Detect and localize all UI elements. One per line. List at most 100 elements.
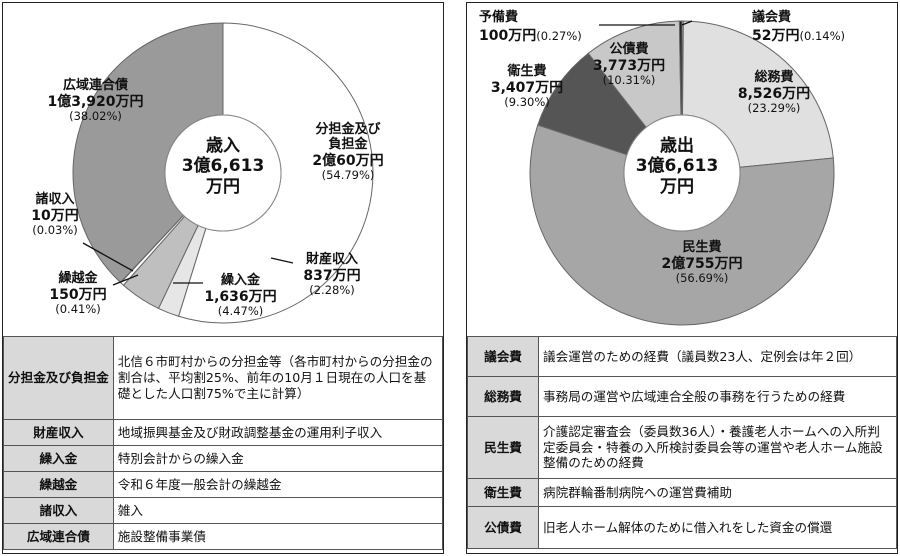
table-row: 繰入金 特別会計からの繰入金	[3, 445, 444, 472]
row-desc: 北信６市町村からの分担金等（各市町村からの分担金の割合は、平均割25%、前年の1…	[112, 336, 444, 420]
row-desc: 介護認定審査会（委員数36人）・養護老人ホームへの入所判定委員会・特養の入所検討…	[538, 416, 897, 479]
label-zaisan: 財産収入 837万円 (2.28%)	[292, 252, 372, 298]
revenue-donut-hole	[164, 114, 282, 232]
label-shoshu-name: 諸収入	[35, 192, 75, 207]
label-buntan-value: 2億60万円	[312, 152, 384, 169]
row-key: 議会費	[467, 336, 539, 377]
label-rengo: 広域連合債 1億3,920万円 (38.02%)	[43, 78, 148, 124]
table-row: 民生費 介護認定審査会（委員数36人）・養護老人ホームへの入所判定委員会・特養の入…	[467, 416, 897, 479]
row-desc: 雑入	[112, 497, 444, 524]
label-yobi-percent: (0.27%)	[536, 28, 582, 43]
revenue-pie-svg	[72, 22, 374, 324]
label-buntan: 分担金及び 負担金 2億60万円 (54.79%)	[293, 122, 403, 182]
table-row: 財産収入 地域振興基金及び財政調整基金の運用利子収入	[3, 419, 444, 446]
label-kosai: 公債費 3,773万円 (10.31%)	[589, 42, 669, 88]
label-somu-value: 8,526万円	[737, 85, 811, 102]
row-key: 公債費	[467, 506, 539, 549]
row-key: 繰越金	[3, 471, 114, 498]
row-key: 諸収入	[3, 497, 114, 524]
label-kurire-percent: (4.47%)	[217, 304, 264, 319]
row-key: 分担金及び負担金	[3, 336, 114, 420]
table-row: 分担金及び負担金 北信６市町村からの分担金等（各市町村からの分担金の割合は、平均割…	[3, 336, 444, 420]
label-kosai-value: 3,773万円	[592, 57, 666, 74]
revenue-center-title: 歳入	[206, 136, 240, 156]
label-kurikoshi: 繰越金 150万円 (0.41%)	[43, 271, 113, 317]
revenue-center-unit: 万円	[206, 176, 240, 197]
row-key: 繰入金	[3, 445, 114, 472]
table-row: 諸収入 雑入	[3, 497, 444, 524]
label-yobi-name: 予備費	[479, 10, 519, 25]
row-desc: 特別会計からの繰入金	[112, 445, 444, 472]
leader-gikai	[681, 20, 693, 26]
label-buntan-percent: (54.79%)	[321, 167, 375, 182]
revenue-center-total: 3億6,613	[181, 156, 265, 177]
label-shoshu: 諸収入 10万円 (0.03%)	[25, 192, 85, 238]
label-eisei-percent: (9.30%)	[504, 95, 550, 110]
table-row: 総務費 事務局の運営や広域連合全般の事務を行うための経費	[467, 376, 897, 417]
row-desc: 議会運営のための経費（議員数23人、定例会は年２回）	[538, 336, 897, 377]
row-key: 総務費	[467, 376, 539, 417]
label-minsei: 民生費 2億755万円 (56.69%)	[647, 240, 757, 286]
label-zaisan-percent: (2.28%)	[309, 283, 355, 298]
row-key: 民生費	[467, 416, 539, 479]
label-gikai-value: 52万円	[752, 27, 800, 44]
label-rengo-name: 広域連合債	[62, 78, 128, 93]
expenditure-pie-svg	[529, 20, 835, 326]
label-kurire: 繰入金 1,636万円 (4.47%)	[198, 273, 283, 319]
label-rengo-value: 1億3,920万円	[47, 93, 144, 110]
label-kosai-percent: (10.31%)	[602, 73, 656, 88]
label-eisei-value: 3,407万円	[490, 79, 564, 96]
label-yobi-value: 100万円	[479, 27, 537, 44]
label-minsei-name: 民生費	[682, 240, 722, 255]
label-yobi: 予備費 100万円(0.27%)	[479, 10, 599, 44]
label-zaisan-name: 財産収入	[305, 252, 358, 267]
table-row: 繰越金 令和６年度一般会計の繰越金	[3, 471, 444, 498]
row-desc: 病院群輪番制病院への運営費補助	[538, 478, 897, 507]
label-kurikoshi-value: 150万円	[49, 286, 107, 303]
label-eisei-name: 衛生費	[507, 64, 547, 79]
table-row: 広域連合債 施設整備事業債	[3, 523, 444, 550]
label-kosai-name: 公債費	[609, 42, 649, 57]
label-gikai-name: 議会費	[752, 10, 792, 25]
leader-shoshu	[82, 242, 134, 272]
label-gikai-percent: (0.14%)	[799, 28, 845, 43]
label-minsei-percent: (56.69%)	[675, 271, 729, 286]
row-key: 財産収入	[3, 419, 114, 446]
label-gikai: 議会費 52万円(0.14%)	[752, 10, 852, 44]
label-kurire-name: 繰入金	[220, 273, 260, 288]
label-shoshu-percent: (0.03%)	[32, 223, 78, 238]
label-rengo-percent: (38.02%)	[69, 109, 122, 124]
label-somu-name: 総務費	[754, 70, 794, 85]
label-shoshu-value: 10万円	[31, 207, 79, 224]
table-row: 議会費 議会運営のための経費（議員数23人、定例会は年２回）	[467, 336, 897, 377]
revenue-center-label: 歳入 3億6,613 万円	[173, 136, 273, 197]
table-row: 公債費 旧老人ホーム解体のために借入れをした資金の償還	[467, 506, 897, 549]
table-row: 衛生費 病院群輪番制病院への運営費補助	[467, 478, 897, 507]
row-desc: 施設整備事業債	[112, 523, 444, 550]
label-somu-percent: (23.29%)	[747, 101, 801, 116]
label-kurikoshi-percent: (0.41%)	[55, 302, 101, 317]
expenditure-center-label: 歳出 3億6,613 万円	[627, 136, 727, 197]
expenditure-center-title: 歳出	[660, 136, 694, 156]
label-kurire-value: 1,636万円	[204, 288, 277, 305]
expenditure-donut-hole	[623, 114, 741, 232]
row-key: 衛生費	[467, 478, 539, 507]
revenue-chart: 歳入 3億6,613 万円 分担金及び 負担金 2億60万円 (54.79%) …	[3, 3, 443, 336]
label-buntan-name1: 分担金及び	[315, 122, 381, 137]
label-minsei-value: 2億755万円	[661, 255, 743, 272]
expenditure-chart: 歳出 3億6,613 万円 議会費 52万円(0.14%) 総務費 8,526万…	[467, 3, 897, 336]
row-desc: 事務局の運営や広域連合全般の事務を行うための経費	[538, 376, 897, 417]
revenue-table: 分担金及び負担金 北信６市町村からの分担金等（各市町村からの分担金の割合は、平均割…	[3, 336, 444, 550]
row-desc: 地域振興基金及び財政調整基金の運用利子収入	[112, 419, 444, 446]
label-somu: 総務費 8,526万円 (23.29%)	[729, 70, 819, 116]
label-eisei: 衛生費 3,407万円 (9.30%)	[487, 64, 567, 110]
row-desc: 旧老人ホーム解体のために借入れをした資金の償還	[538, 506, 897, 549]
label-kurikoshi-name: 繰越金	[58, 271, 98, 286]
expenditure-center-unit: 万円	[660, 176, 694, 197]
row-key: 広域連合債	[3, 523, 114, 550]
leader-kurikoshi	[112, 274, 139, 286]
label-buntan-name2: 負担金	[328, 136, 368, 152]
expenditure-panel: 歳出 3億6,613 万円 議会費 52万円(0.14%) 総務費 8,526万…	[466, 2, 898, 554]
expenditure-table: 議会費 議会運営のための経費（議員数23人、定例会は年２回） 総務費 事務局の運営や…	[467, 336, 897, 549]
label-zaisan-value: 837万円	[303, 267, 361, 284]
